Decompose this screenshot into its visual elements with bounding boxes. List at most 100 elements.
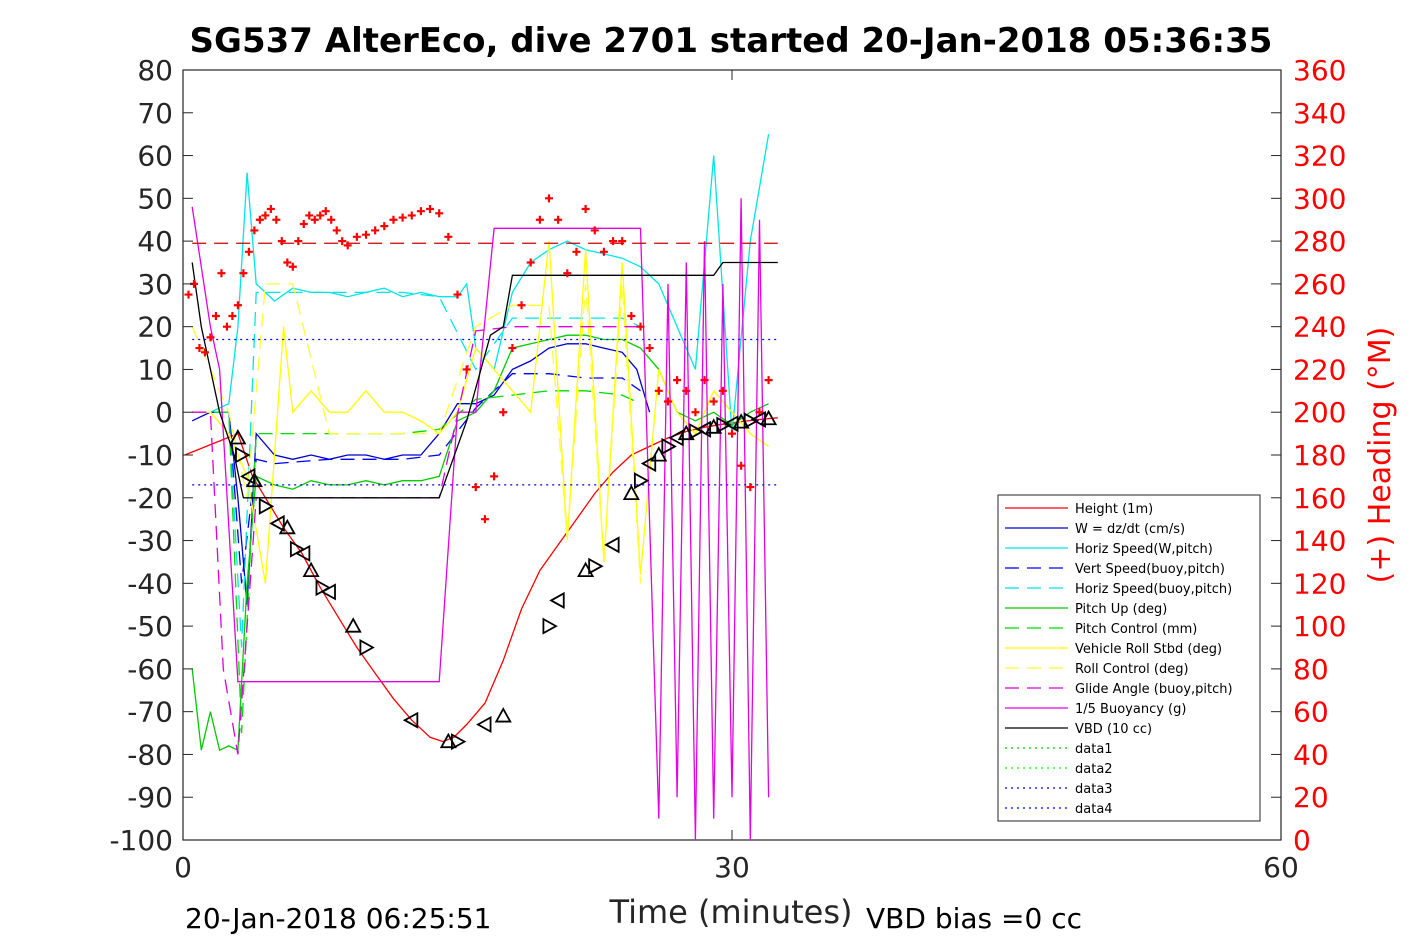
heading-point-56 xyxy=(590,226,599,235)
y-tick-label-3: 50 xyxy=(137,182,173,215)
heading-point-39 xyxy=(435,209,444,218)
heading-point-5 xyxy=(211,311,220,320)
heading-point-32 xyxy=(371,226,380,235)
heading-point-31 xyxy=(362,230,370,239)
heading-point-12 xyxy=(250,226,259,235)
heading-point-29 xyxy=(343,241,352,250)
heading-point-40 xyxy=(444,232,453,241)
heading-point-3 xyxy=(200,348,209,357)
y-right-tick-label-5: 260 xyxy=(1293,268,1346,301)
heading-point-47 xyxy=(508,344,517,353)
marker-35 xyxy=(723,415,739,433)
y-right-tick-label-14: 80 xyxy=(1293,653,1329,686)
y-tick-label-0: 80 xyxy=(137,54,173,87)
marker-17 xyxy=(476,715,492,734)
heading-point-61 xyxy=(636,322,645,331)
y-tick-label-12: -40 xyxy=(127,567,173,600)
y-right-tick-label-16: 40 xyxy=(1293,738,1329,771)
series-line-0 xyxy=(184,417,778,743)
y-right-tick-label-9: 180 xyxy=(1293,439,1346,472)
series-line-11 xyxy=(191,261,778,499)
y-axis-right: 3603403203002802602402202001801601401201… xyxy=(1293,54,1346,857)
heading-point-63 xyxy=(654,386,663,395)
y-tick-label-7: 10 xyxy=(137,353,173,386)
marker-25 xyxy=(634,472,650,490)
heading-point-58 xyxy=(609,237,618,246)
marker-23 xyxy=(604,536,620,554)
y-axis-right-label: (+) Heading (°M) xyxy=(1363,327,1398,584)
heading-point-8 xyxy=(228,311,237,320)
heading-point-26 xyxy=(327,215,336,224)
heading-point-70 xyxy=(718,386,727,395)
heading-point-24 xyxy=(316,211,325,220)
y-axis-left: 80 70 60 50 40 30 20 10 0 -10 -20 -30 -40 -50 -60 -70 -8… xyxy=(109,54,1281,857)
heading-point-18 xyxy=(283,258,292,267)
marker-9 xyxy=(302,561,320,577)
heading-point-16 xyxy=(272,215,281,224)
series-line-8 xyxy=(191,283,642,584)
heading-point-34 xyxy=(389,215,398,224)
marker-14 xyxy=(402,711,419,729)
heading-point-53 xyxy=(563,269,572,278)
marker-8 xyxy=(294,544,311,562)
heading-point-73 xyxy=(746,483,755,492)
y-right-tick-label-18: 0 xyxy=(1293,824,1311,857)
marker-26 xyxy=(640,455,657,473)
heading-point-46 xyxy=(499,408,508,417)
y-tick-label-11: -30 xyxy=(127,525,173,558)
heading-point-67 xyxy=(691,408,700,417)
series-line-7 xyxy=(192,241,769,584)
series-line-4 xyxy=(192,291,641,648)
y-right-tick-label-1: 340 xyxy=(1293,97,1346,130)
y-tick-label-9: -10 xyxy=(127,439,173,472)
x-tick-label-0: 0 xyxy=(174,851,192,884)
series-line-1 xyxy=(191,343,651,605)
heading-point-15 xyxy=(266,205,275,214)
legend-label-7: Vehicle Roll Stbd (deg) xyxy=(1075,642,1222,657)
heading-point-52 xyxy=(554,215,563,224)
marker-0 xyxy=(229,429,247,445)
marker-32 xyxy=(695,420,712,438)
series-line-2 xyxy=(192,134,770,434)
y-right-tick-label-6: 240 xyxy=(1293,311,1346,344)
x-axis: 0 30 60 xyxy=(174,70,1299,884)
heading-point-30 xyxy=(352,232,361,241)
heading-point-27 xyxy=(332,226,341,235)
heading-point-14 xyxy=(261,211,270,220)
heading-point-51 xyxy=(545,194,553,203)
heading-point-55 xyxy=(581,205,590,214)
y-right-tick-label-13: 100 xyxy=(1293,610,1346,643)
heading-point-37 xyxy=(416,207,425,216)
marker-19 xyxy=(542,617,558,635)
heading-point-25 xyxy=(321,207,330,216)
x-tick-label-1: 30 xyxy=(714,851,750,884)
legend-label-1: W = dz/dt (cm/s) xyxy=(1075,522,1185,537)
marker-16 xyxy=(451,733,467,751)
y-tick-label-4: 40 xyxy=(137,225,173,258)
legend-label-2: Horiz Speed(W,pitch) xyxy=(1075,542,1213,557)
legend: Height (1m) W = dz/dt (cm/s) Horiz Speed(W… xyxy=(997,494,1261,822)
y-tick-label-5: 30 xyxy=(137,268,173,301)
marker-1 xyxy=(235,446,251,464)
marker-39 xyxy=(760,409,778,426)
heading-point-68 xyxy=(700,376,709,385)
y-tick-label-13: -50 xyxy=(127,610,173,643)
marker-31 xyxy=(688,422,705,441)
heading-point-43 xyxy=(471,483,480,492)
heading-point-59 xyxy=(618,237,627,246)
y-right-tick-label-2: 320 xyxy=(1293,140,1346,173)
marker-11 xyxy=(320,583,336,601)
y-right-tick-label-4: 280 xyxy=(1293,225,1346,258)
heading-point-7 xyxy=(222,322,231,331)
heading-point-75 xyxy=(764,376,773,385)
heading-point-54 xyxy=(572,247,581,256)
marker-24 xyxy=(622,484,640,500)
marker-3 xyxy=(245,471,263,488)
marker-20 xyxy=(549,591,565,609)
y-tick-label-1: 70 xyxy=(137,97,173,130)
heading-point-23 xyxy=(310,215,319,224)
y-tick-label-14: -60 xyxy=(127,653,173,686)
marker-5 xyxy=(269,514,285,532)
heading-point-44 xyxy=(480,515,489,524)
